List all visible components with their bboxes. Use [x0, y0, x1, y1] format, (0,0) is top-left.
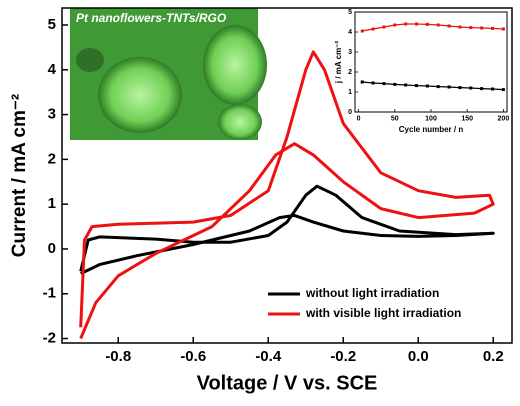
inset-image: Pt nanoflowers-TNTs/RGO: [70, 8, 267, 140]
point: [415, 84, 419, 88]
x-tick-label: -0.2: [330, 348, 356, 365]
x-tick-label: 150: [461, 115, 473, 122]
point: [371, 81, 375, 85]
point: [404, 22, 408, 26]
point: [480, 87, 484, 91]
series-line: [362, 81, 504, 91]
point: [382, 25, 386, 29]
point: [360, 29, 364, 33]
legend-box: [262, 282, 498, 326]
y-tick-label: 2: [48, 150, 56, 167]
plot-frame: [354, 11, 508, 113]
point: [447, 24, 451, 28]
x-tick-label: -0.6: [180, 348, 206, 365]
y-tick-label: 5: [348, 9, 352, 16]
y-tick-label: 3: [48, 106, 56, 123]
x-tick-label: 0.0: [408, 348, 429, 365]
x-tick-label: 100: [425, 115, 437, 122]
x-tick-label: 200: [498, 115, 510, 122]
point: [425, 22, 429, 26]
point: [415, 22, 419, 26]
point: [360, 80, 364, 84]
point: [447, 85, 451, 89]
legend-label: with visible light irradiation: [305, 306, 461, 320]
plot-frame: [61, 7, 513, 344]
y-tick-label: -2: [43, 329, 56, 346]
x-tick-label: 50: [391, 115, 399, 122]
x-axis-label: Cycle number / n: [399, 125, 464, 134]
x-tick-label: -0.8: [105, 348, 131, 365]
flower: [218, 104, 262, 140]
point: [480, 26, 484, 30]
inset-image-label: Pt nanoflowers-TNTs/RGO: [76, 11, 227, 25]
point: [469, 86, 473, 90]
y-tick-label: 5: [48, 16, 56, 33]
flower: [98, 57, 182, 133]
point: [393, 82, 397, 86]
point: [371, 27, 375, 31]
series-line: [79, 50, 495, 340]
y-axis-label: j / mA cm⁻²: [334, 41, 343, 84]
pore: [76, 48, 104, 72]
legend-label: without light irradiation: [305, 286, 439, 300]
point: [393, 23, 397, 27]
point: [425, 84, 429, 88]
y-tick-label: 4: [48, 61, 57, 78]
point: [501, 27, 505, 31]
x-tick-label: 0: [357, 115, 361, 122]
series-line: [362, 23, 504, 32]
point: [436, 23, 440, 27]
point: [382, 82, 386, 86]
x-tick-label: 0.2: [483, 348, 504, 365]
point: [436, 85, 440, 89]
y-tick-label: 4: [348, 29, 352, 36]
point: [469, 26, 473, 30]
series-line: [79, 184, 495, 275]
point: [404, 83, 408, 87]
y-axis-label: Current / mA cm⁻²: [9, 94, 30, 257]
y-tick-label: 0: [48, 240, 56, 257]
y-tick-label: -1: [43, 285, 56, 302]
y-tick-label: 3: [348, 49, 352, 56]
flower: [203, 25, 267, 105]
y-tick-label: 2: [348, 69, 352, 76]
y-tick-label: 0: [348, 109, 352, 116]
y-tick-label: 1: [348, 89, 352, 96]
point: [491, 87, 495, 91]
point: [491, 26, 495, 30]
point: [501, 88, 505, 92]
y-tick-label: 1: [48, 195, 56, 212]
point: [458, 86, 462, 90]
x-axis-label: Voltage / V vs. SCE: [197, 372, 378, 394]
inset-background: [355, 12, 507, 112]
x-tick-label: -0.4: [255, 348, 282, 365]
point: [458, 25, 462, 29]
